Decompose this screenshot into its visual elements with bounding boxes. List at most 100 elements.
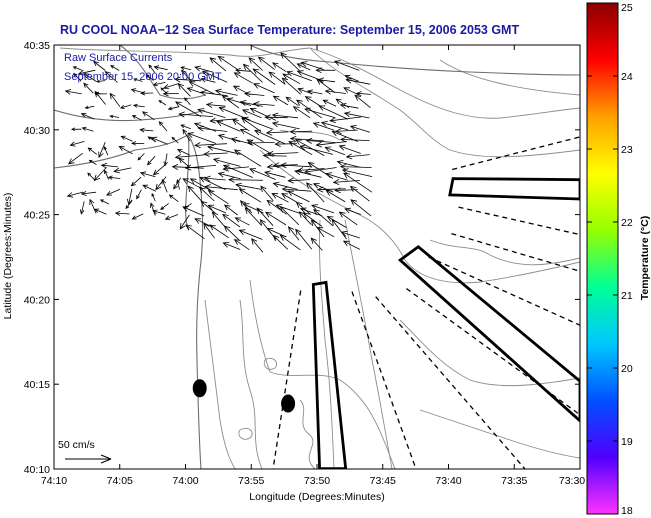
current-vector: [325, 172, 348, 181]
current-vector: [241, 116, 274, 130]
current-vector: [207, 145, 241, 155]
current-vector: [155, 176, 167, 191]
current-vector: [174, 76, 202, 83]
current-vector: [342, 240, 360, 250]
outlined-box: [397, 245, 580, 423]
current-vector: [312, 122, 335, 131]
current-vector: [226, 97, 251, 106]
current-vector: [345, 153, 370, 160]
current-vector: [343, 111, 370, 119]
current-vector: [89, 198, 97, 214]
x-tick-label: 73:55: [238, 475, 264, 487]
current-vector: [182, 206, 205, 217]
coastline-nj-shore: [54, 134, 204, 469]
current-vector: [118, 146, 133, 155]
current-vector: [186, 87, 202, 94]
contour-line: [238, 427, 253, 440]
current-vector: [299, 207, 323, 217]
current-vector: [184, 164, 216, 171]
current-vector: [264, 170, 286, 178]
current-vector: [252, 68, 276, 85]
current-vector: [232, 85, 251, 96]
current-vector: [130, 176, 142, 187]
current-vector: [152, 209, 166, 215]
current-vector: [152, 81, 166, 87]
plot-area: Raw Surface Currents September 15, 2006 …: [53, 44, 581, 470]
current-vector: [104, 169, 110, 180]
current-vector: [316, 186, 346, 193]
coastline-staten-island: [119, 45, 206, 100]
current-vector: [249, 168, 276, 180]
current-vector: [194, 65, 214, 73]
current-vector: [331, 218, 347, 240]
current-vector: [109, 92, 121, 108]
coastline-long-island: [249, 45, 580, 76]
contour-line: [429, 239, 580, 266]
colorbar-tick-label: 23: [621, 144, 633, 156]
current-vector: [147, 155, 156, 166]
current-vector: [279, 206, 300, 226]
current-vector: [287, 226, 300, 241]
current-vector: [152, 164, 166, 176]
current-vector: [119, 104, 132, 109]
current-vector: [233, 72, 253, 84]
current-vector: [339, 102, 359, 109]
current-vector: [272, 234, 288, 250]
current-vector: [179, 214, 190, 230]
current-vector: [286, 70, 312, 82]
current-vector: [103, 145, 109, 156]
current-vector: [203, 175, 226, 182]
y-axis-label: Latitude (Degrees:Minutes): [2, 193, 14, 320]
current-vector: [182, 178, 203, 190]
contour-line: [399, 319, 580, 387]
current-vector: [257, 56, 275, 70]
current-vector: [100, 162, 119, 169]
current-vector: [168, 194, 179, 203]
outlined-box: [448, 177, 580, 201]
current-vector: [223, 204, 238, 216]
current-vector: [241, 109, 262, 119]
current-vector: [163, 83, 179, 90]
current-vector: [131, 141, 145, 146]
current-vector: [94, 90, 106, 105]
current-vector: [83, 82, 94, 94]
scale-label: 50 cm/s: [58, 439, 95, 451]
current-vector: [164, 214, 179, 220]
current-vector: [160, 203, 169, 210]
current-vector: [150, 136, 168, 145]
current-vector: [217, 133, 241, 143]
current-vector: [304, 107, 336, 119]
current-vector: [333, 60, 360, 71]
current-vector: [280, 52, 301, 72]
current-vector: [281, 186, 312, 193]
current-vector: [180, 69, 192, 82]
current-vector: [239, 128, 264, 142]
figure-title: RU COOL NOAA−12 Sea Surface Temperature:…: [60, 23, 519, 37]
current-vector: [216, 120, 241, 132]
current-vector: [187, 132, 217, 144]
subtitle-line-1: Raw Surface Currents: [64, 52, 173, 64]
current-vector: [79, 201, 85, 215]
current-vector: [96, 79, 106, 83]
current-vector: [266, 199, 287, 215]
current-vector: [64, 89, 82, 95]
current-vector: [310, 237, 323, 251]
current-vector: [204, 184, 238, 191]
current-vector: [140, 91, 154, 96]
subtitle-line-2: September 15, 2006 20:00 GMT: [64, 71, 222, 83]
current-vector: [298, 211, 312, 225]
current-vector: [344, 207, 361, 215]
x-tick-label: 73:30: [559, 475, 585, 487]
colorbar-tick-label: 22: [621, 217, 633, 229]
current-vector: [350, 199, 372, 217]
current-vector: [176, 149, 190, 156]
current-vector: [214, 88, 238, 96]
dashed-lines: [272, 136, 580, 469]
current-vector: [98, 142, 106, 159]
current-vector: [266, 150, 299, 157]
colorbar-tick-label: 19: [621, 436, 633, 448]
current-vector: [187, 185, 204, 204]
current-vector: [207, 190, 229, 205]
colorbar-tick-label: 21: [621, 290, 633, 302]
colorbar-tick-label: 20: [621, 363, 633, 375]
